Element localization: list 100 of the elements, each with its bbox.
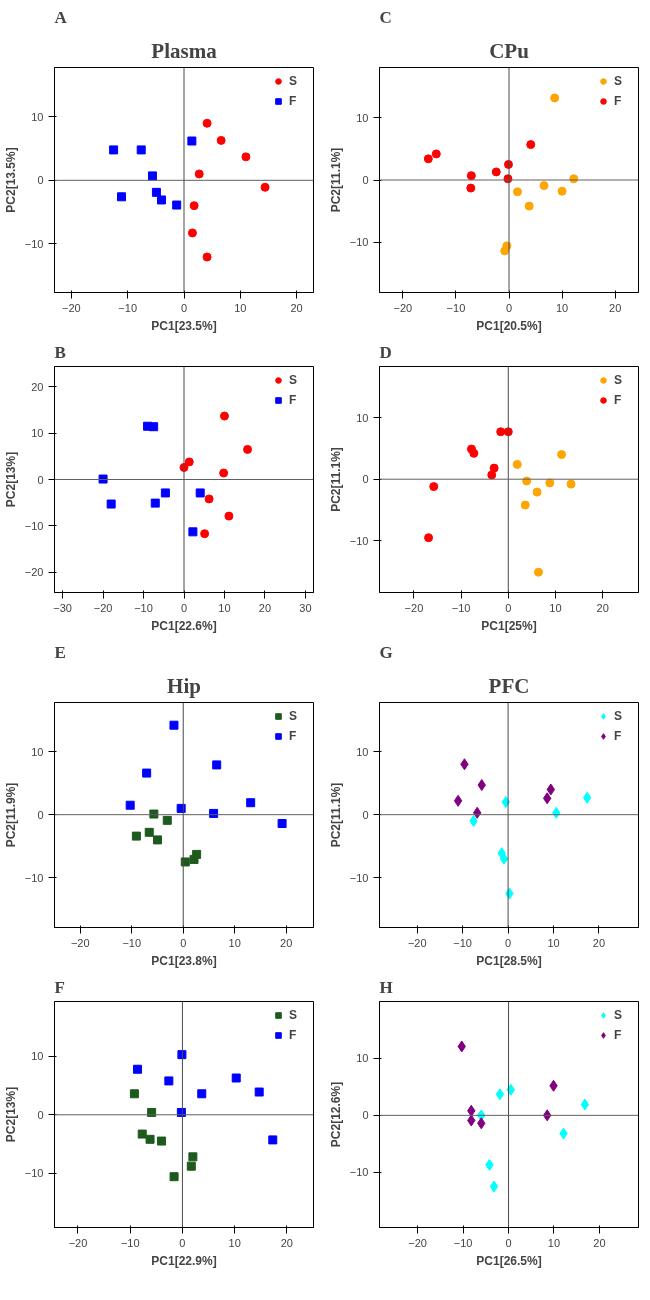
x-tick-label: 20 (596, 601, 609, 614)
legend-label: S (289, 709, 298, 723)
y-tick-label: −10 (349, 1166, 369, 1179)
x-tick-label: −20 (93, 601, 113, 614)
x-tick-label: −20 (393, 301, 413, 314)
legend-label: S (614, 74, 623, 88)
x-tick-label: 10 (547, 1236, 561, 1249)
chart-subtitle: C (379, 7, 392, 27)
y-tick-label: 10 (31, 1050, 44, 1063)
y-tick-label: 20 (31, 380, 44, 393)
legend-label: F (289, 94, 298, 108)
x-tick-label: 10 (555, 301, 569, 314)
legend-label: S (614, 709, 623, 723)
x-tick-label: −20 (404, 601, 424, 614)
x-tick-label: −20 (70, 936, 90, 949)
x-tick-label: 0 (179, 1236, 186, 1249)
y-axis-title: PC2[13.5%] (3, 147, 18, 213)
y-tick-label: −10 (24, 519, 44, 532)
x-tick-label: −10 (453, 936, 472, 949)
x-tick-label: −10 (118, 301, 138, 314)
x-tick-label: 0 (180, 301, 188, 314)
chart-subtitle: A (54, 7, 68, 27)
x-tick-label: 0 (180, 601, 188, 614)
legend-label: S (614, 373, 623, 387)
x-axis-title: PC1[25%] (481, 618, 537, 633)
legend-label: S (289, 373, 298, 387)
y-tick-label: 10 (31, 110, 44, 123)
y-tick-label: 0 (37, 174, 44, 187)
legend-label: F (614, 1028, 623, 1042)
legend-label: S (289, 74, 298, 88)
x-tick-label: −10 (446, 301, 466, 314)
chart-subtitle: D (379, 342, 392, 362)
y-tick-label: 0 (362, 808, 369, 821)
x-tick-label: −10 (120, 1236, 140, 1249)
y-tick-label: 0 (37, 473, 44, 486)
x-tick-label: −10 (451, 601, 471, 614)
x-tick-label: 0 (180, 936, 187, 949)
y-axis-title: PC2[13%] (3, 1086, 18, 1143)
y-tick-label: −10 (349, 236, 369, 249)
chart-subtitle: B (54, 342, 66, 362)
x-tick-label: 20 (280, 1236, 293, 1249)
x-tick-label: 20 (593, 1236, 606, 1249)
x-tick-label: 20 (609, 301, 622, 314)
y-tick-label: 0 (362, 473, 369, 486)
y-tick-label: 10 (356, 1052, 369, 1065)
y-tick-label: 10 (31, 745, 44, 758)
x-tick-label: 10 (547, 936, 560, 949)
x-tick-label: 10 (549, 601, 562, 614)
legend-label: F (614, 393, 623, 407)
x-tick-label: 10 (218, 601, 231, 614)
x-axis-title: PC1[22.9%] (151, 1253, 217, 1268)
y-tick-label: 0 (362, 1109, 369, 1122)
y-axis-title: PC2[11.1%] (328, 447, 343, 512)
legend-label: F (289, 393, 298, 407)
legend-label: F (289, 729, 298, 743)
y-tick-label: −20 (24, 566, 44, 579)
y-axis-title: PC2[12.6%] (328, 1081, 343, 1148)
x-tick-label: 20 (258, 601, 272, 614)
chart-subtitle: E (54, 642, 66, 662)
chart-title: PFC (488, 673, 530, 698)
x-tick-label: 30 (299, 601, 312, 614)
chart-title: Plasma (151, 38, 218, 63)
x-tick-label: −10 (453, 1236, 473, 1249)
x-axis-title: PC1[23.8%] (151, 953, 217, 968)
x-axis-title: PC1[26.5%] (476, 1253, 542, 1268)
y-axis-title: PC2[11.9%] (3, 782, 18, 848)
y-axis-title: PC2[11.1%] (328, 782, 343, 848)
x-axis-title: PC1[22.6%] (151, 618, 217, 633)
legend-label: S (614, 1008, 623, 1022)
x-tick-label: 0 (505, 936, 512, 949)
y-tick-label: −10 (24, 871, 44, 884)
y-tick-label: 10 (31, 427, 44, 440)
chart-subtitle: G (379, 642, 393, 662)
chart-subtitle: F (54, 977, 65, 997)
y-tick-label: −10 (349, 871, 369, 884)
chart-title: CPu (489, 38, 530, 63)
x-tick-label: −20 (408, 1236, 428, 1249)
x-tick-label: 10 (228, 1236, 241, 1249)
legend-label: F (614, 94, 623, 108)
x-tick-label: −20 (407, 936, 427, 949)
x-tick-label: 0 (505, 1236, 512, 1249)
y-tick-label: 0 (362, 174, 369, 186)
x-tick-label: 0 (505, 301, 513, 314)
x-tick-label: −10 (134, 601, 153, 614)
x-tick-label: 20 (592, 936, 606, 949)
y-tick-label: 10 (356, 745, 369, 758)
y-tick-label: 10 (356, 411, 369, 424)
y-tick-label: −10 (349, 534, 369, 547)
legend-label: F (289, 1028, 298, 1042)
y-tick-label: −10 (24, 237, 44, 250)
x-tick-label: −20 (68, 1236, 88, 1249)
x-tick-label: 10 (228, 936, 241, 949)
y-tick-label: −10 (24, 1167, 44, 1180)
y-tick-label: 10 (356, 111, 369, 124)
x-axis-title: PC1[20.5%] (476, 318, 542, 333)
y-axis-title: PC2[11.1%] (328, 147, 343, 213)
chart-title: Hip (167, 673, 201, 698)
y-tick-label: 0 (37, 808, 44, 821)
legend-label: S (289, 1008, 298, 1022)
legend-label: F (614, 729, 623, 743)
